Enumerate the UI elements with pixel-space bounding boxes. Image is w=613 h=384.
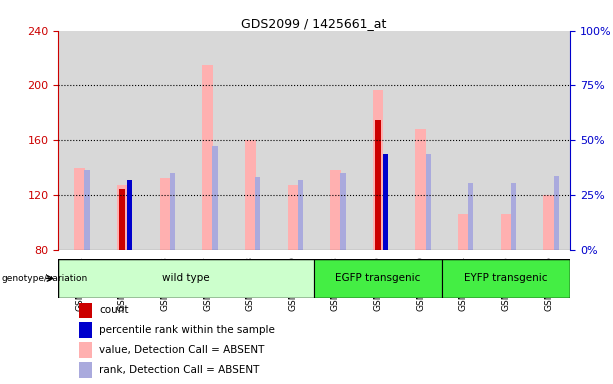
Bar: [314, 31, 357, 250]
Bar: [373, 89, 384, 250]
Bar: [287, 185, 298, 250]
Text: rank, Detection Call = ABSENT: rank, Detection Call = ABSENT: [99, 365, 259, 375]
Text: count: count: [99, 305, 129, 315]
Bar: [442, 31, 485, 250]
Bar: [85, 170, 89, 250]
Bar: [159, 179, 170, 250]
Bar: [127, 180, 132, 250]
Bar: [375, 120, 381, 250]
Bar: [442, 259, 570, 298]
Bar: [272, 31, 314, 250]
Bar: [416, 129, 426, 250]
Bar: [458, 214, 469, 250]
Text: percentile rank within the sample: percentile rank within the sample: [99, 325, 275, 335]
Bar: [78, 322, 91, 338]
Text: value, Detection Call = ABSENT: value, Detection Call = ABSENT: [99, 345, 265, 355]
Bar: [117, 185, 128, 250]
Bar: [400, 31, 442, 250]
Bar: [170, 173, 175, 250]
Text: EYFP transgenic: EYFP transgenic: [465, 273, 548, 283]
Bar: [143, 31, 186, 250]
Bar: [314, 259, 442, 298]
Bar: [213, 146, 218, 250]
Bar: [78, 302, 91, 318]
Bar: [511, 182, 516, 250]
Bar: [383, 154, 388, 250]
Bar: [554, 176, 559, 250]
Bar: [383, 154, 388, 250]
Bar: [101, 31, 143, 250]
Bar: [78, 362, 91, 378]
Text: genotype/variation: genotype/variation: [1, 274, 88, 283]
Bar: [330, 170, 341, 250]
Bar: [229, 31, 272, 250]
Bar: [468, 182, 473, 250]
Bar: [527, 31, 570, 250]
Bar: [58, 259, 314, 298]
Text: wild type: wild type: [162, 273, 210, 283]
Bar: [78, 342, 91, 358]
Bar: [127, 180, 132, 250]
Bar: [202, 65, 213, 250]
Bar: [340, 173, 346, 250]
Bar: [58, 31, 101, 250]
Bar: [357, 31, 400, 250]
Bar: [298, 180, 303, 250]
Bar: [74, 167, 85, 250]
Bar: [485, 31, 527, 250]
Bar: [186, 31, 229, 250]
Bar: [119, 189, 126, 250]
Bar: [245, 140, 256, 250]
Bar: [544, 195, 554, 250]
Bar: [501, 214, 511, 250]
Text: EGFP transgenic: EGFP transgenic: [335, 273, 421, 283]
Title: GDS2099 / 1425661_at: GDS2099 / 1425661_at: [242, 17, 387, 30]
Bar: [425, 154, 431, 250]
Bar: [255, 177, 260, 250]
